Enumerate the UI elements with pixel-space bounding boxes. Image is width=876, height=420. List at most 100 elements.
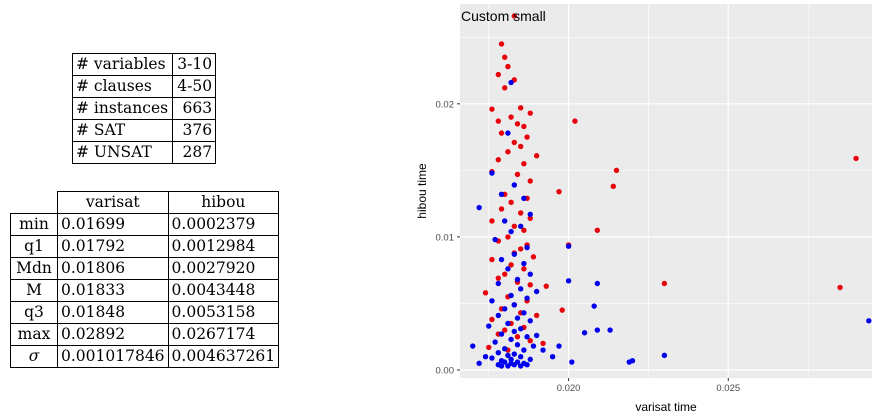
stats-row-label: M [10, 279, 58, 302]
stats-cell-varisat: 0.02892 [57, 323, 169, 346]
data-point [495, 312, 502, 319]
data-point [517, 286, 524, 292]
data-point [527, 110, 533, 116]
data-point [498, 363, 505, 369]
stats-column-header: hibou [167, 191, 280, 214]
data-point [569, 359, 575, 365]
data-point [505, 352, 511, 359]
data-point [533, 153, 540, 159]
stats-row-label: q3 [10, 301, 58, 324]
data-point [540, 347, 546, 353]
data-point [521, 266, 527, 272]
data-point [502, 271, 508, 277]
data-point [517, 363, 524, 369]
data-point [495, 280, 502, 287]
summary-label: # UNSAT [71, 141, 174, 164]
data-point [505, 130, 511, 136]
data-point [498, 206, 505, 212]
data-point [591, 303, 597, 309]
summary-label: # variables [71, 53, 174, 76]
data-point [514, 171, 521, 178]
data-point [511, 251, 517, 257]
stats-row: q1 0.01792 0.0012984 [10, 235, 280, 258]
data-point [502, 346, 508, 352]
data-point [511, 302, 517, 308]
data-point [594, 227, 601, 233]
data-point [508, 114, 514, 120]
data-point [533, 288, 540, 295]
data-point [527, 282, 533, 288]
data-point [498, 256, 505, 263]
data-point [511, 223, 517, 229]
summary-label: # instances [71, 97, 174, 120]
data-point [511, 182, 517, 188]
data-point [607, 327, 613, 333]
data-point [508, 262, 514, 268]
data-point [527, 356, 533, 363]
data-point [549, 354, 556, 360]
data-point [517, 246, 524, 252]
data-point [565, 278, 572, 284]
stats-cell-hibou: 0.0027920 [167, 257, 280, 280]
data-point [508, 79, 514, 86]
summary-row: # SAT 376 [71, 119, 217, 142]
x-tick-label: 0.020 [557, 383, 581, 394]
data-point [521, 195, 527, 202]
data-point [514, 315, 521, 321]
stats-cell-hibou: 0.0053158 [167, 301, 280, 324]
data-point [556, 188, 562, 195]
summary-label: # SAT [71, 119, 174, 142]
summary-value: 4-50 [172, 75, 217, 98]
data-point [594, 327, 601, 333]
stats-cell-hibou: 0.0002379 [167, 213, 280, 236]
data-point [489, 298, 495, 304]
data-point [661, 280, 668, 287]
data-point [521, 123, 527, 130]
data-point [514, 121, 521, 127]
x-tick-label: 0.025 [716, 383, 740, 394]
y-tick-label: 0.02 [436, 99, 455, 110]
data-point [498, 130, 505, 136]
data-point [853, 155, 859, 162]
stats-cell-hibou: 0.004637261 [167, 345, 280, 368]
data-point [511, 139, 517, 146]
data-point [489, 170, 495, 176]
data-point [527, 338, 533, 344]
data-point [498, 191, 505, 198]
data-point [498, 41, 505, 47]
data-point [527, 215, 533, 221]
stats-cell-varisat: 0.01806 [57, 257, 169, 280]
summary-row: # UNSAT 287 [71, 141, 217, 164]
stats-row: min 0.01699 0.0002379 [10, 213, 280, 236]
stats-row-label: σ [10, 345, 58, 368]
data-point [489, 256, 495, 263]
summary-label: # clauses [71, 75, 174, 98]
data-point [508, 336, 514, 343]
data-point [492, 339, 498, 345]
data-point [498, 331, 505, 337]
data-point [505, 320, 511, 327]
stats-cell-varisat: 0.01833 [57, 279, 169, 302]
data-point [572, 118, 578, 124]
stats-cell-varisat: 0.01848 [57, 301, 169, 324]
data-point [489, 218, 495, 224]
data-point [581, 330, 588, 336]
data-point [502, 54, 508, 60]
data-point [511, 361, 517, 368]
data-point [476, 360, 482, 367]
data-point [530, 254, 537, 260]
y-axis-label: hibou time [415, 163, 429, 219]
data-point [524, 361, 530, 368]
data-point [489, 316, 495, 323]
stats-cell-hibou: 0.0267174 [167, 323, 280, 346]
data-point [495, 71, 502, 78]
data-point [505, 63, 511, 70]
data-point [521, 161, 527, 167]
data-point [505, 363, 511, 369]
data-point [517, 143, 524, 150]
data-point [495, 118, 502, 124]
stats-row: q3 0.01848 0.0053158 [10, 301, 280, 324]
y-tick-label: 0.01 [436, 232, 455, 243]
data-point [495, 275, 502, 281]
stats-header-row: varisat hibou [10, 191, 280, 214]
